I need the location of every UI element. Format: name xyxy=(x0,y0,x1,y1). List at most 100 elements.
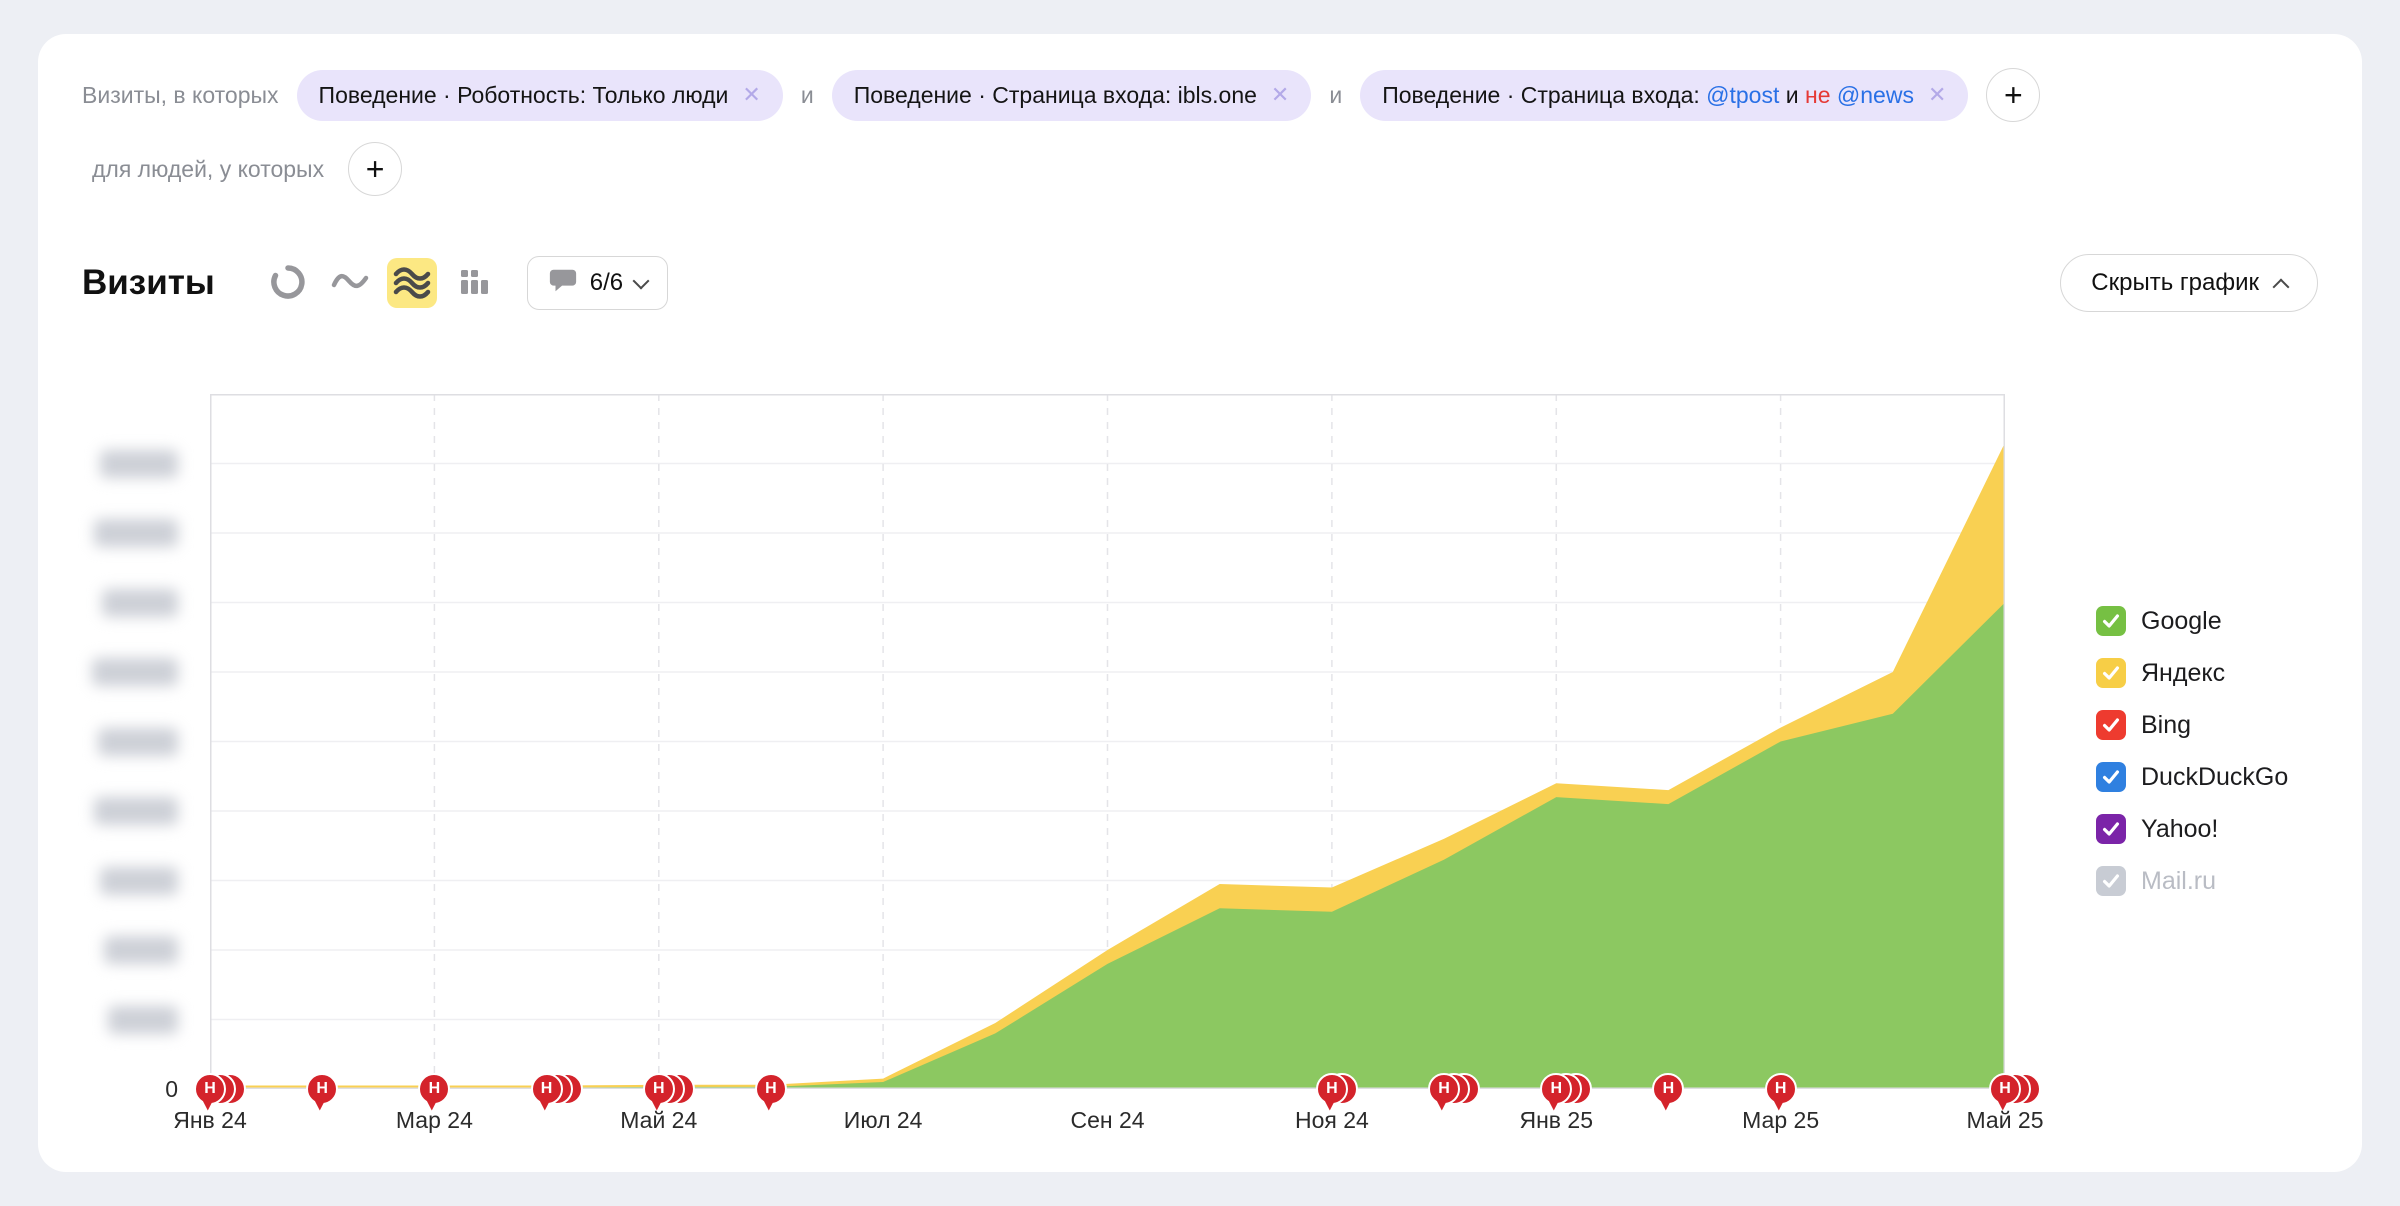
legend-label: Yahoo! xyxy=(2141,814,2219,843)
annotation-marker[interactable]: Н xyxy=(1989,1073,2021,1112)
chevron-up-icon xyxy=(2272,278,2290,295)
annotation-marker[interactable]: Н xyxy=(1315,1073,1348,1112)
line-chart-view-button[interactable] xyxy=(325,258,375,308)
annotation-marker[interactable]: Н xyxy=(754,1073,787,1112)
annotations-button[interactable]: 6/6 xyxy=(526,256,669,310)
x-axis-tick-label: Сен 24 xyxy=(1070,1107,1145,1133)
annotation-marker[interactable]: Н xyxy=(1764,1073,1797,1112)
hide-chart-label: Скрыть график xyxy=(2091,269,2259,296)
legend-checkbox-bing[interactable] xyxy=(2096,710,2126,740)
legend-checkbox-google[interactable] xyxy=(2096,606,2126,636)
annotation-marker[interactable]: Н xyxy=(1540,1073,1573,1112)
visits-filter-row: Визиты, в которых Поведение · Роботность… xyxy=(82,68,2318,122)
marker-tail xyxy=(1657,1097,1672,1112)
annotation-marker-group[interactable]: Н xyxy=(1652,1073,1685,1112)
annotation-marker-group[interactable]: Н xyxy=(1428,1073,1481,1112)
chart-header: Визиты xyxy=(82,254,2318,312)
filter-chip[interactable]: Поведение · Страница входа: @tpost и не … xyxy=(1360,69,1969,121)
x-axis-tick-label: Мар 24 xyxy=(395,1107,473,1133)
filter-connector: и xyxy=(1329,81,1343,108)
y-axis-zero-label: 0 xyxy=(165,1076,178,1102)
legend-item-mail-ru[interactable]: Mail.ru xyxy=(2096,866,2288,896)
chip-link-text[interactable]: @tpost xyxy=(1706,81,1780,108)
annotation-marker[interactable]: Н xyxy=(1428,1073,1461,1112)
annotation-marker[interactable]: Н xyxy=(194,1073,226,1112)
legend-item-bing[interactable]: Bing xyxy=(2096,710,2288,740)
legend-item-yahoo[interactable]: Yahoo! xyxy=(2096,814,2288,844)
chip-text: Поведение · Роботность: Только люди xyxy=(318,81,729,108)
annotation-marker-group[interactable]: Н xyxy=(1989,1073,2041,1112)
annotation-marker[interactable]: Н xyxy=(642,1073,675,1112)
x-axis-tick-label: Мар 25 xyxy=(1742,1107,1820,1133)
annotation-marker-group[interactable]: Н xyxy=(642,1073,695,1112)
y-axis-tick-blurred xyxy=(94,519,178,547)
legend-checkbox-яндекс[interactable] xyxy=(2096,658,2126,688)
y-axis-tick-blurred xyxy=(108,1005,178,1034)
legend-item-duckduckgo[interactable]: DuckDuckGo xyxy=(2096,762,2288,792)
annotation-marker-group[interactable]: Н xyxy=(418,1073,451,1112)
chip-close-icon[interactable]: ✕ xyxy=(1927,82,1947,107)
legend-checkbox-yahoo[interactable] xyxy=(2096,814,2126,844)
x-axis-tick-label: Янв 24 xyxy=(173,1107,247,1133)
annotation-marker-group[interactable]: Н xyxy=(194,1073,246,1112)
annotation-marker-group[interactable]: Н xyxy=(1315,1073,1358,1112)
people-filter-row: для людей, у которых + xyxy=(82,142,2318,196)
annotation-marker-group[interactable]: Н xyxy=(306,1073,339,1112)
y-axis-tick-blurred xyxy=(100,866,178,895)
chip-close-icon[interactable]: ✕ xyxy=(1270,82,1290,107)
marker-tail xyxy=(759,1097,774,1112)
x-axis-tick-label: Май 24 xyxy=(620,1107,698,1133)
stacked-area-view-button[interactable] xyxy=(386,258,437,308)
bar-chart-icon xyxy=(456,264,492,303)
marker-tail xyxy=(1433,1097,1448,1112)
legend-label: Яндекс xyxy=(2141,658,2226,687)
chip-link-text[interactable]: @news xyxy=(1836,81,1914,108)
annotations-count: 6/6 xyxy=(589,269,624,296)
annotation-marker-group[interactable]: Н xyxy=(1764,1073,1797,1112)
legend-checkbox-mail-ru[interactable] xyxy=(2096,866,2126,896)
stacked-area-icon xyxy=(393,263,431,304)
chip-text: не xyxy=(1805,81,1831,108)
y-axis-tick-blurred xyxy=(92,658,178,686)
y-axis-tick-blurred xyxy=(104,936,178,964)
filter-chip[interactable]: Поведение · Страница входа: ibls.one ✕ xyxy=(831,69,1312,121)
y-axis-tick-blurred xyxy=(100,449,178,478)
annotation-marker-group[interactable]: Н xyxy=(1540,1073,1593,1112)
x-axis-tick-label: Май 25 xyxy=(1966,1107,2044,1133)
chevron-down-icon xyxy=(632,272,650,289)
chip-text: Поведение · Страница входа: ibls.one xyxy=(853,81,1257,108)
marker-tail xyxy=(1320,1097,1335,1112)
people-filter-label: для людей, у которых xyxy=(92,155,325,182)
legend-item-google[interactable]: Google xyxy=(2096,606,2288,636)
annotation-marker[interactable]: Н xyxy=(530,1073,563,1112)
y-axis-tick-blurred xyxy=(98,727,178,756)
x-axis-tick-label: Ноя 24 xyxy=(1294,1107,1369,1133)
chip-text: Поведение · Страница входа: xyxy=(1382,81,1707,108)
add-people-filter-button[interactable]: + xyxy=(348,142,403,196)
annotation-marker-group[interactable]: Н xyxy=(530,1073,583,1112)
marker-tail xyxy=(1993,1097,2009,1112)
pie-chart-view-button[interactable] xyxy=(263,258,313,308)
visits-area-chart xyxy=(210,394,2005,1089)
bar-chart-view-button[interactable] xyxy=(449,258,499,308)
filter-connector: и xyxy=(800,81,814,108)
filter-chip[interactable]: Поведение · Роботность: Только люди ✕ xyxy=(296,69,783,121)
legend-label: Mail.ru xyxy=(2141,866,2217,895)
legend-label: Bing xyxy=(2141,710,2192,739)
add-visits-filter-button[interactable]: + xyxy=(1986,68,2041,122)
chart-view-switcher xyxy=(263,258,499,308)
marker-tail xyxy=(647,1097,662,1112)
annotation-marker[interactable]: Н xyxy=(306,1073,339,1112)
legend-label: DuckDuckGo xyxy=(2141,762,2289,791)
marker-tail xyxy=(535,1097,550,1112)
filter-chips: Поведение · Роботность: Только люди ✕ и Пов… xyxy=(296,69,1969,121)
legend-item-яндекс[interactable]: Яндекс xyxy=(2096,658,2288,688)
chip-close-icon[interactable]: ✕ xyxy=(742,82,761,107)
legend-checkbox-duckduckgo[interactable] xyxy=(2096,762,2126,792)
hide-chart-button[interactable]: Скрыть график xyxy=(2060,254,2318,312)
annotation-marker[interactable]: Н xyxy=(1652,1073,1685,1112)
y-axis-tick-blurred xyxy=(102,588,178,617)
annotation-marker[interactable]: Н xyxy=(418,1073,451,1112)
pie-chart-icon xyxy=(270,264,306,303)
annotation-marker-group[interactable]: Н xyxy=(754,1073,787,1112)
